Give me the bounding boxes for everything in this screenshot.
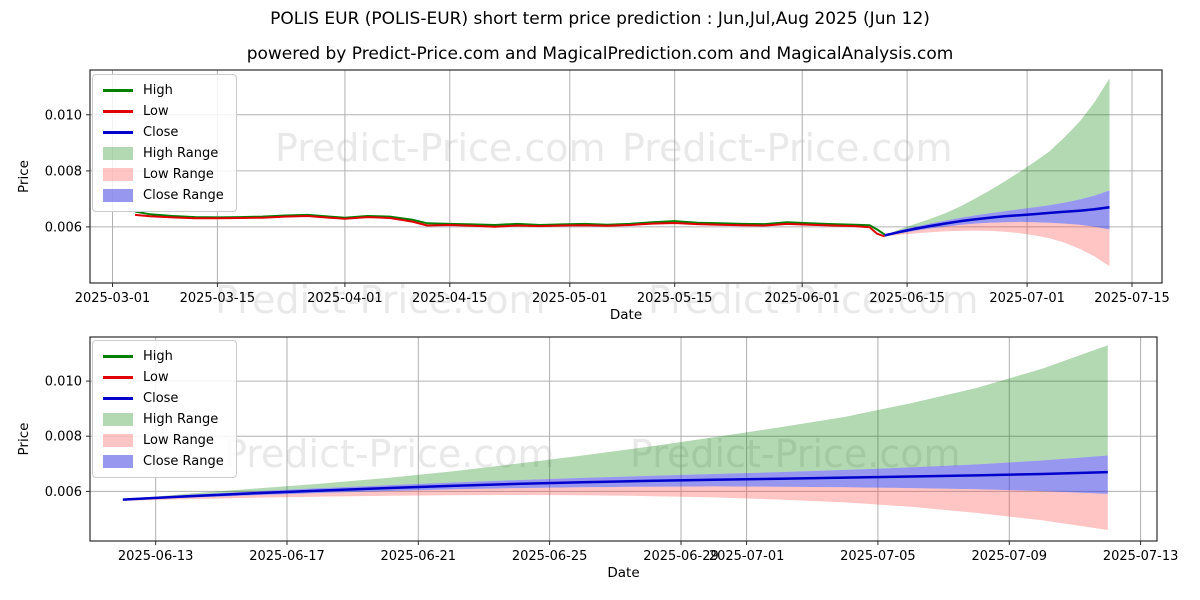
watermark-text: Predict-Price.com [648,278,979,322]
legend-bottom-chart: High Low Close High Range Low Range Close Ran… [92,340,237,478]
x-tick-label: 2025-07-01 [989,291,1065,306]
x-tick-label: 2025-06-17 [249,549,325,564]
chart-bottom-prediction-zoom: 2025-06-13 2025-06-17 2025-06-21 2025-06-25… [16,336,1179,581]
plot-border [89,69,1163,284]
x-tick-label: 2025-07-13 [1103,549,1179,564]
x-tick-label: 2025-06-01 [764,291,840,306]
y-axis-label: Price [16,423,32,456]
legend-item-close-range: Close Range [103,452,224,471]
y-tick-label: 0.006 [45,220,82,235]
legend-swatch-close [103,131,133,134]
y-tick-label: 0.008 [45,164,82,179]
legend-item-low: Low [103,368,224,387]
close-line [122,470,1108,501]
x-axis-label: Date [610,307,642,323]
legend-item-close: Close [103,389,224,408]
x-tick-label: 2025-05-15 [637,291,713,306]
x-tick-label: 2025-07-15 [1094,291,1170,306]
watermark-text: Predict-Price.com [275,126,606,170]
chart-title: POLIS EUR (POLIS-EUR) short term price p… [270,9,930,29]
x-tick-label: 2025-06-29 [643,549,719,564]
legend-item-high-range: High Range [103,144,224,163]
x-tick-label: 2025-07-01 [709,549,785,564]
y-tick-label: 0.010 [45,375,82,390]
legend-top-chart: High Low Close High Range Low Range Close Ran… [92,74,237,212]
high-line [134,210,886,236]
high-range-band [884,78,1110,236]
legend-swatch-low-range [103,168,133,181]
x-tick-label: 2025-03-15 [180,291,256,306]
close-line [884,206,1110,237]
legend-swatch-low [103,110,133,113]
x-tick-label: 2025-05-01 [532,291,608,306]
legend-label-high: High [143,349,173,364]
x-tick-label: 2025-04-01 [307,291,383,306]
legend-label-low: Low [143,370,169,385]
legend-label-low-range: Low Range [143,433,214,448]
low-range-band [884,221,1110,267]
watermark-text: Predict-Price.com [622,126,953,170]
legend-label-high: High [143,83,173,98]
legend-swatch-high-range [103,147,133,160]
low-line [134,213,885,238]
legend-item-close-range: Close Range [103,186,224,205]
plot-border [89,336,1158,542]
legend-item-low-range: Low Range [103,165,224,184]
high-range-band [122,345,1108,500]
legend-swatch-close-range [103,455,133,468]
y-tick-label: 0.010 [45,108,82,123]
x-tick-label: 2025-07-09 [972,549,1048,564]
legend-swatch-high [103,89,133,92]
x-tick-label: 2025-04-15 [412,291,488,306]
legend-label-close-range: Close Range [143,454,224,469]
legend-label-high-range: High Range [143,412,219,427]
y-tick-label: 0.006 [45,485,82,500]
legend-swatch-low-range [103,434,133,447]
watermark-text: Predict-Price.com [224,432,555,476]
legend-label-close-range: Close Range [143,188,224,203]
x-tick-label: 2025-06-25 [512,549,588,564]
legend-swatch-low [103,376,133,379]
legend-item-high: High [103,81,224,100]
legend-item-low: Low [103,102,224,121]
legend-swatch-high-range [103,413,133,426]
x-tick-label: 2025-03-01 [75,291,151,306]
legend-item-high: High [103,347,224,366]
x-tick-label: 2025-06-21 [381,549,457,564]
legend-item-close: Close [103,123,224,142]
legend-label-high-range: High Range [143,146,219,161]
legend-label-close: Close [143,125,179,140]
y-tick-label: 0.008 [45,430,82,445]
x-tick-label: 2025-06-15 [869,291,945,306]
legend-swatch-high [103,355,133,358]
legend-label-low-range: Low Range [143,167,214,182]
x-tick-label: 2025-07-05 [840,549,916,564]
legend-item-low-range: Low Range [103,431,224,450]
legend-item-high-range: High Range [103,410,224,429]
x-tick-label: 2025-06-13 [118,549,194,564]
x-axis-label: Date [607,565,639,581]
legend-label-low: Low [143,104,169,119]
legend-swatch-close-range [103,189,133,202]
legend-label-close: Close [143,391,179,406]
watermark-text: Predict-Price.com [215,278,546,322]
low-range-band [122,486,1108,530]
legend-swatch-close [103,397,133,400]
chart-subtitle: powered by Predict-Price.com and Magical… [246,44,954,64]
y-axis-label: Price [16,160,32,193]
